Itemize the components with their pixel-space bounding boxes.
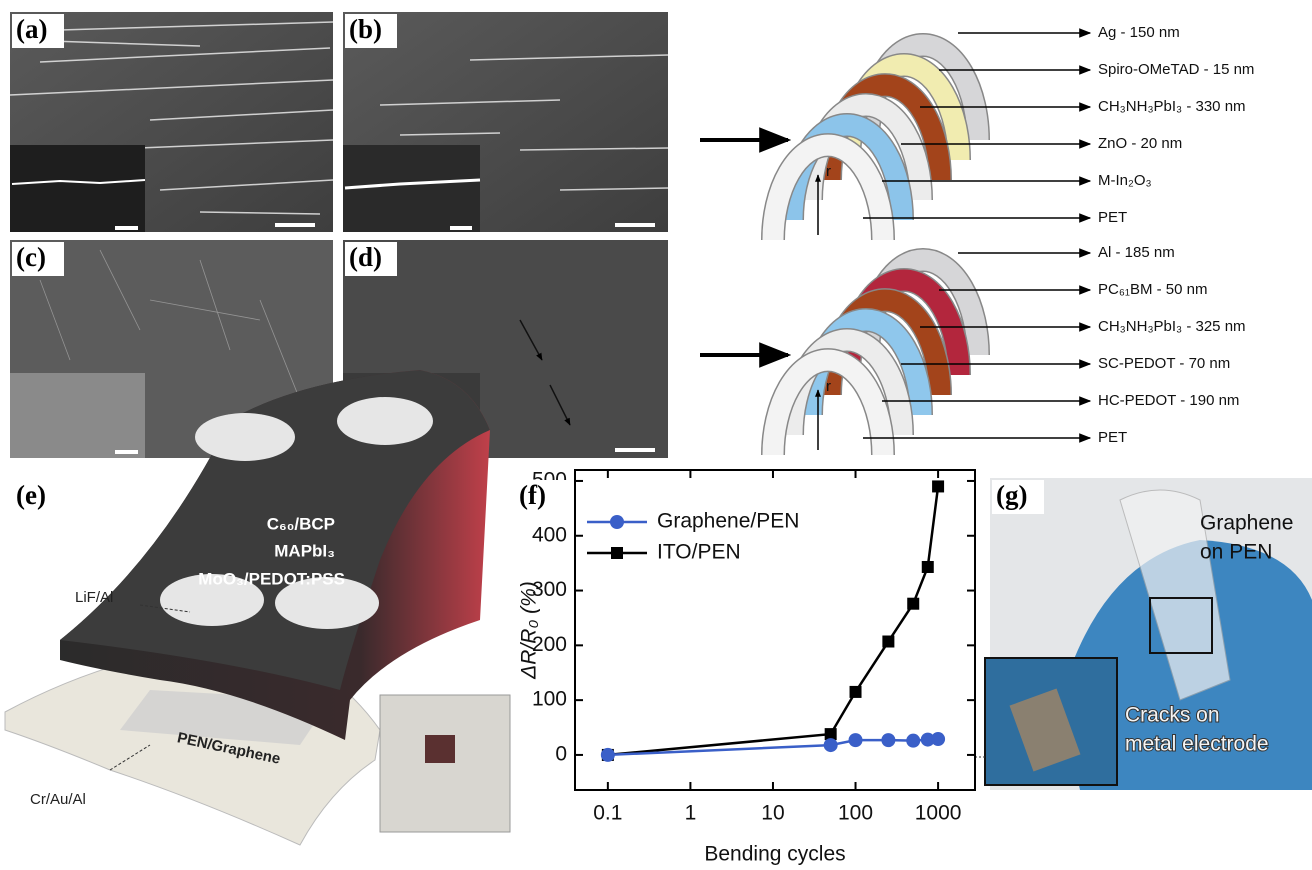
inset-a: [10, 145, 145, 232]
legend-marker: [611, 547, 623, 559]
stack-arrows: [700, 140, 788, 355]
layer-label: ZnO - 20 nm: [1098, 135, 1182, 152]
inset-b: [343, 145, 480, 232]
x-tick-label: 1: [685, 802, 697, 825]
legend-marker: [610, 515, 624, 529]
marker: [932, 480, 944, 492]
y-tick-label: 0: [555, 742, 567, 765]
x-tick-label: 1000: [915, 802, 962, 825]
x-tick-label: 100: [838, 802, 873, 825]
y-tick-label: 400: [532, 523, 567, 546]
layer-label: CH₃NH₃PbI₃ - 330 nm: [1098, 98, 1246, 115]
x-tick-label: 10: [761, 802, 784, 825]
figure: Ag - 150 nm Spiro-OMeTAD - 15 nm CH₃NH₃PbI…: [0, 0, 1312, 870]
layer-label: HC-PEDOT - 190 nm: [1098, 392, 1239, 409]
page-body: Ag - 150 nm Spiro-OMeTAD - 15 nm CH₃NH₃PbI…: [0, 0, 1312, 870]
layer-label: M-In₂O₃: [1098, 172, 1152, 189]
device-label: MAPbI₃: [274, 541, 335, 560]
device-label: Cr/Au/Al: [30, 791, 86, 808]
y-tick-label: 100: [532, 688, 567, 711]
layer-label: PET: [1098, 429, 1127, 446]
page: Figure html, body { margin: 0; padding: …: [0, 0, 1312, 870]
layer-label: CH₃NH₃PbI₃ - 325 nm: [1098, 318, 1246, 335]
layer-label: PET: [1098, 209, 1127, 226]
layer-label: Ag - 150 nm: [1098, 24, 1180, 41]
legend-label: ITO/PEN: [657, 541, 741, 564]
photo-label: on PEN: [1200, 541, 1272, 564]
x-tick-label: 0.1: [593, 802, 622, 825]
panel-label: (c): [16, 242, 46, 272]
marker: [882, 636, 894, 648]
legend-label: Graphene/PEN: [657, 510, 799, 533]
device-label: MoO₃/PEDOT:PSS: [198, 569, 345, 588]
device-photo: [380, 695, 510, 832]
marker: [881, 733, 895, 747]
panel-label: (d): [349, 242, 382, 272]
layer-stacks: Ag - 150 nm Spiro-OMeTAD - 15 nm CH₃NH₃PbI…: [773, 24, 1254, 455]
photo-label: metal electrode: [1125, 733, 1269, 756]
marker: [931, 732, 945, 746]
y-axis-label: ΔR/R₀ (%): [518, 581, 541, 680]
device-photo-cell: [425, 735, 455, 763]
marker: [601, 748, 615, 762]
marker: [907, 598, 919, 610]
marker: [906, 734, 920, 748]
device-label: C₆₀/BCP: [267, 514, 335, 533]
radius-label: r: [826, 378, 831, 395]
panel-label: (b): [349, 14, 382, 44]
electrode: [337, 397, 433, 445]
marker: [849, 733, 863, 747]
x-axis-label: Bending cycles: [704, 843, 845, 866]
marker: [824, 738, 838, 752]
photo-label: Graphene: [1200, 512, 1293, 535]
panel-label: (e): [16, 480, 46, 510]
layer-label: PC₆₁BM - 50 nm: [1098, 281, 1207, 298]
photo-label: Cracks on: [1125, 704, 1220, 727]
layer-label: SC-PEDOT - 70 nm: [1098, 355, 1230, 372]
inset-c: [10, 373, 145, 458]
layer-label: Spiro-OMeTAD - 15 nm: [1098, 61, 1254, 78]
electrode: [195, 413, 295, 461]
panel-label: (f): [519, 480, 546, 510]
panel-label: (a): [16, 14, 47, 44]
marker: [922, 561, 934, 573]
radius-label: r: [826, 163, 831, 180]
marker: [850, 686, 862, 698]
layer-label: Al - 185 nm: [1098, 244, 1175, 261]
device-label: LiF/Al: [75, 589, 113, 606]
panel-label: (g): [996, 480, 1027, 510]
